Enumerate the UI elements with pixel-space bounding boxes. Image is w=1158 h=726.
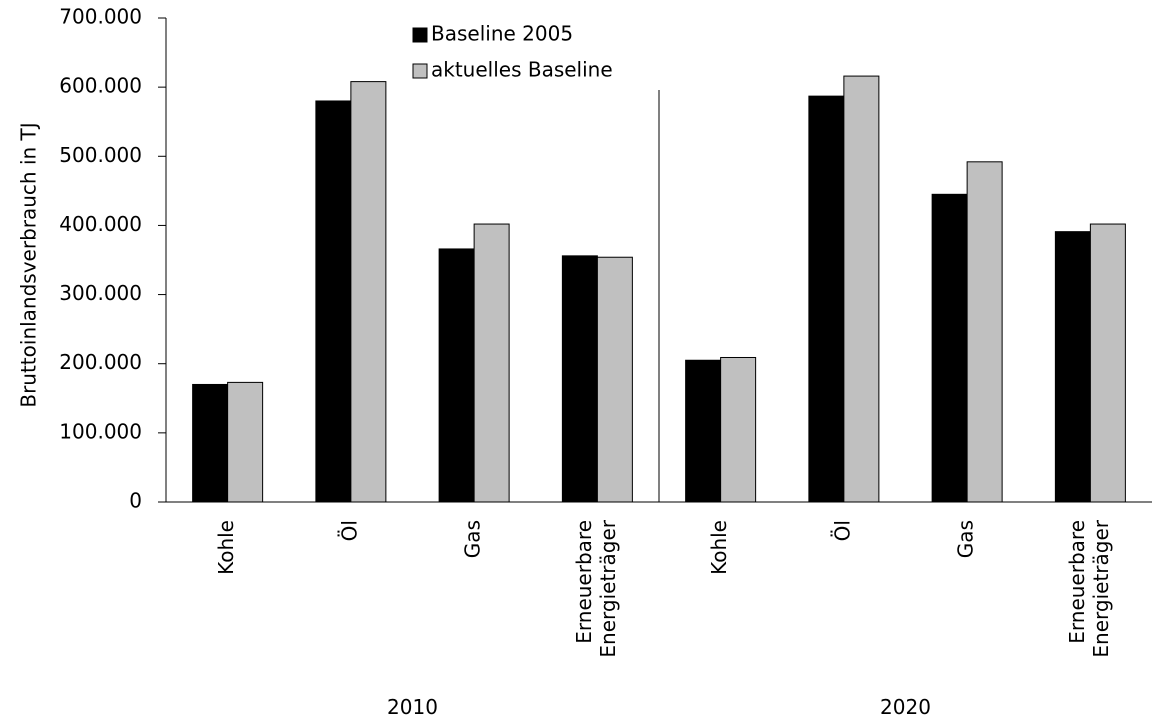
bar-aktuelles-baseline: [228, 382, 263, 502]
group-label: 2010: [387, 695, 438, 719]
bar-aktuelles-baseline: [1090, 224, 1125, 502]
group-label: 2020: [880, 695, 931, 719]
bar-baseline-2005: [809, 96, 844, 502]
y-tick-label: 100.000: [59, 419, 142, 443]
bar-aktuelles-baseline: [351, 82, 386, 502]
category-label: Öl: [830, 520, 854, 541]
group-labels: 2010 2020: [387, 695, 931, 719]
y-tick-label: 400.000: [59, 212, 142, 236]
y-axis-title: Bruttoinlandsverbrauch in TJ: [17, 122, 41, 407]
bar-aktuelles-baseline: [597, 257, 632, 502]
y-tick-label: 600.000: [59, 74, 142, 98]
bar-baseline-2005: [316, 101, 351, 502]
legend-swatch: [413, 64, 427, 78]
category-label: Kohle: [707, 520, 731, 575]
bar-baseline-2005: [686, 360, 721, 502]
y-axis: 0 100.000 200.000 300.000 400.000 500.000 600.…: [59, 5, 166, 513]
legend: Baseline 2005 aktuelles Baseline: [413, 22, 613, 82]
category-labels: Kohle Öl Gas Erneuerbare Energieträger Kohle Ö…: [214, 519, 1113, 657]
category-label: Öl: [337, 520, 361, 541]
legend-label: aktuelles Baseline: [431, 58, 613, 82]
bar-aktuelles-baseline: [474, 224, 509, 502]
category-label: Erneuerbare: [1065, 520, 1089, 644]
bar-baseline-2005: [439, 249, 474, 502]
category-label: Energieträger: [596, 519, 620, 657]
category-label: Energieträger: [1089, 519, 1113, 657]
y-tick-label: 200.000: [59, 350, 142, 374]
bar-aktuelles-baseline: [721, 357, 756, 502]
y-tick-label: 0: [129, 489, 142, 513]
y-tick-label: 500.000: [59, 143, 142, 167]
bar-baseline-2005: [932, 194, 967, 502]
bar-baseline-2005: [1055, 232, 1090, 502]
y-tick-label: 700.000: [59, 5, 142, 29]
legend-swatch: [413, 28, 427, 42]
category-label: Gas: [954, 520, 978, 558]
y-tick-label: 300.000: [59, 281, 142, 305]
x-axis: [166, 90, 1152, 502]
category-label: Kohle: [214, 520, 238, 575]
category-label: Gas: [461, 520, 485, 558]
bar-aktuelles-baseline: [967, 162, 1002, 502]
y-axis-title-group: Bruttoinlandsverbrauch in TJ: [17, 122, 41, 407]
category-label: Erneuerbare: [572, 520, 596, 644]
bar-aktuelles-baseline: [844, 76, 879, 502]
bar-baseline-2005: [562, 256, 597, 502]
legend-label: Baseline 2005: [431, 22, 573, 46]
bar-baseline-2005: [193, 384, 228, 502]
